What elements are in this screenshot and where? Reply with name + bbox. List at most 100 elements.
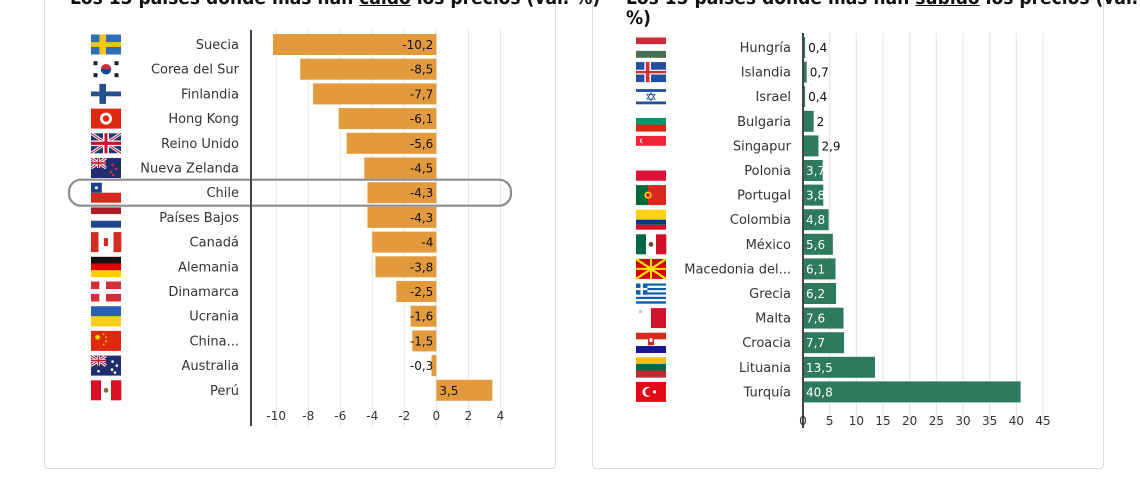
greece-flag-icon [636,283,666,304]
value-label: 3,7 [806,164,825,178]
category-label: China... [189,334,239,349]
netherlands-flag-icon [91,207,121,228]
hungary-flag-icon [636,37,666,58]
germany-flag-icon [91,256,121,278]
portugal-flag-icon [636,185,666,206]
value-label: 6,2 [806,287,825,301]
israel-flag-icon [636,86,666,107]
value-label: -0,3 [410,359,433,373]
value-label: -7,7 [410,87,433,101]
category-label: Portugal [737,189,791,204]
value-label: -1,5 [410,334,433,348]
bar [372,231,437,253]
x-tick-label: 4 [497,409,505,423]
category-label: Suecia [196,38,239,53]
x-tick-label: 10 [849,414,864,428]
bar [803,110,814,132]
value-label: -5,6 [410,137,433,151]
category-label: Reino Unido [161,137,239,152]
bar [803,332,845,354]
value-label: -4,3 [410,211,433,225]
category-label: Australia [181,359,239,374]
new-zealand-flag-icon [90,156,121,178]
bar [346,132,437,154]
value-label: 4,8 [806,213,825,227]
category-label: Canadá [190,236,239,251]
x-tick-label: 40 [1009,414,1024,428]
malta-flag-icon [636,308,666,329]
bar [803,61,807,83]
category-label: Macedonia del... [684,262,791,277]
value-label: 40,8 [806,385,833,399]
bar [412,330,437,352]
x-tick-label: -2 [398,409,410,423]
bar [273,34,437,55]
south-korea-flag-icon [91,59,121,80]
finland-flag-icon [91,83,121,104]
category-label: Alemania [178,260,239,275]
x-tick-label: 5 [826,414,834,428]
category-label: Finlandia [181,87,239,102]
bar [803,37,806,58]
value-label: 3,8 [806,189,825,203]
x-tick-label: 30 [955,414,970,428]
sweden-flag-icon [91,34,121,55]
bar [396,281,437,302]
x-tick-label: 15 [875,414,890,428]
bar [367,206,437,228]
poland-flag-icon [636,160,666,181]
value-label: 3,5 [439,384,458,398]
hong-kong-flag-icon [91,108,121,129]
bar [364,157,437,179]
highlight-box-chile [67,178,513,207]
value-label: -2,5 [410,285,433,299]
category-label: Singapur [733,139,792,154]
bar [803,184,824,206]
value-label: -4,5 [410,162,433,176]
bar [313,83,437,105]
united-kingdom-flag-icon [90,132,122,155]
value-label: -4 [421,236,433,250]
x-tick-label: -4 [366,409,378,423]
category-label: Chile [206,186,239,201]
value-label: 0,4 [808,41,827,55]
category-label: Hungría [740,41,791,56]
colombia-flag-icon [636,209,666,230]
north-macedonia-flag-icon [635,257,667,280]
category-label: Colombia [730,213,791,228]
turkey-flag-icon [636,381,666,402]
value-label: -8,5 [410,63,433,77]
value-label: 2 [817,115,825,129]
value-label: 0,7 [810,66,829,80]
croatia-flag-icon [636,332,666,353]
iceland-flag-icon [636,62,666,83]
bar [803,86,806,108]
x-tick-label: -10 [266,409,286,423]
bar [803,356,875,378]
category-label: Lituania [739,361,791,376]
bar [803,307,844,329]
mexico-flag-icon [636,234,667,255]
chart-title-rising: Los 15 países donde más han subido los p… [626,0,1138,29]
bar [803,160,823,181]
bar [410,305,437,327]
bar [803,258,836,280]
bar [436,379,493,401]
category-label: Países Bajos [159,211,239,226]
category-label: Malta [755,312,791,327]
category-label: Croacia [742,336,791,351]
category-label: Grecia [749,287,791,302]
value-label: 5,6 [806,238,825,252]
x-tick-label: 0 [433,409,441,423]
category-label: Islandia [741,66,791,81]
x-tick-label: -6 [334,409,346,423]
category-label: Turquía [743,385,791,400]
category-label: Perú [210,384,239,399]
category-label: Corea del Sur [151,63,240,78]
china-flag-icon [91,330,121,351]
bar [803,135,819,157]
value-label: 13,5 [806,361,833,375]
value-label: 6,1 [806,262,825,276]
category-label: Dinamarca [168,285,239,300]
